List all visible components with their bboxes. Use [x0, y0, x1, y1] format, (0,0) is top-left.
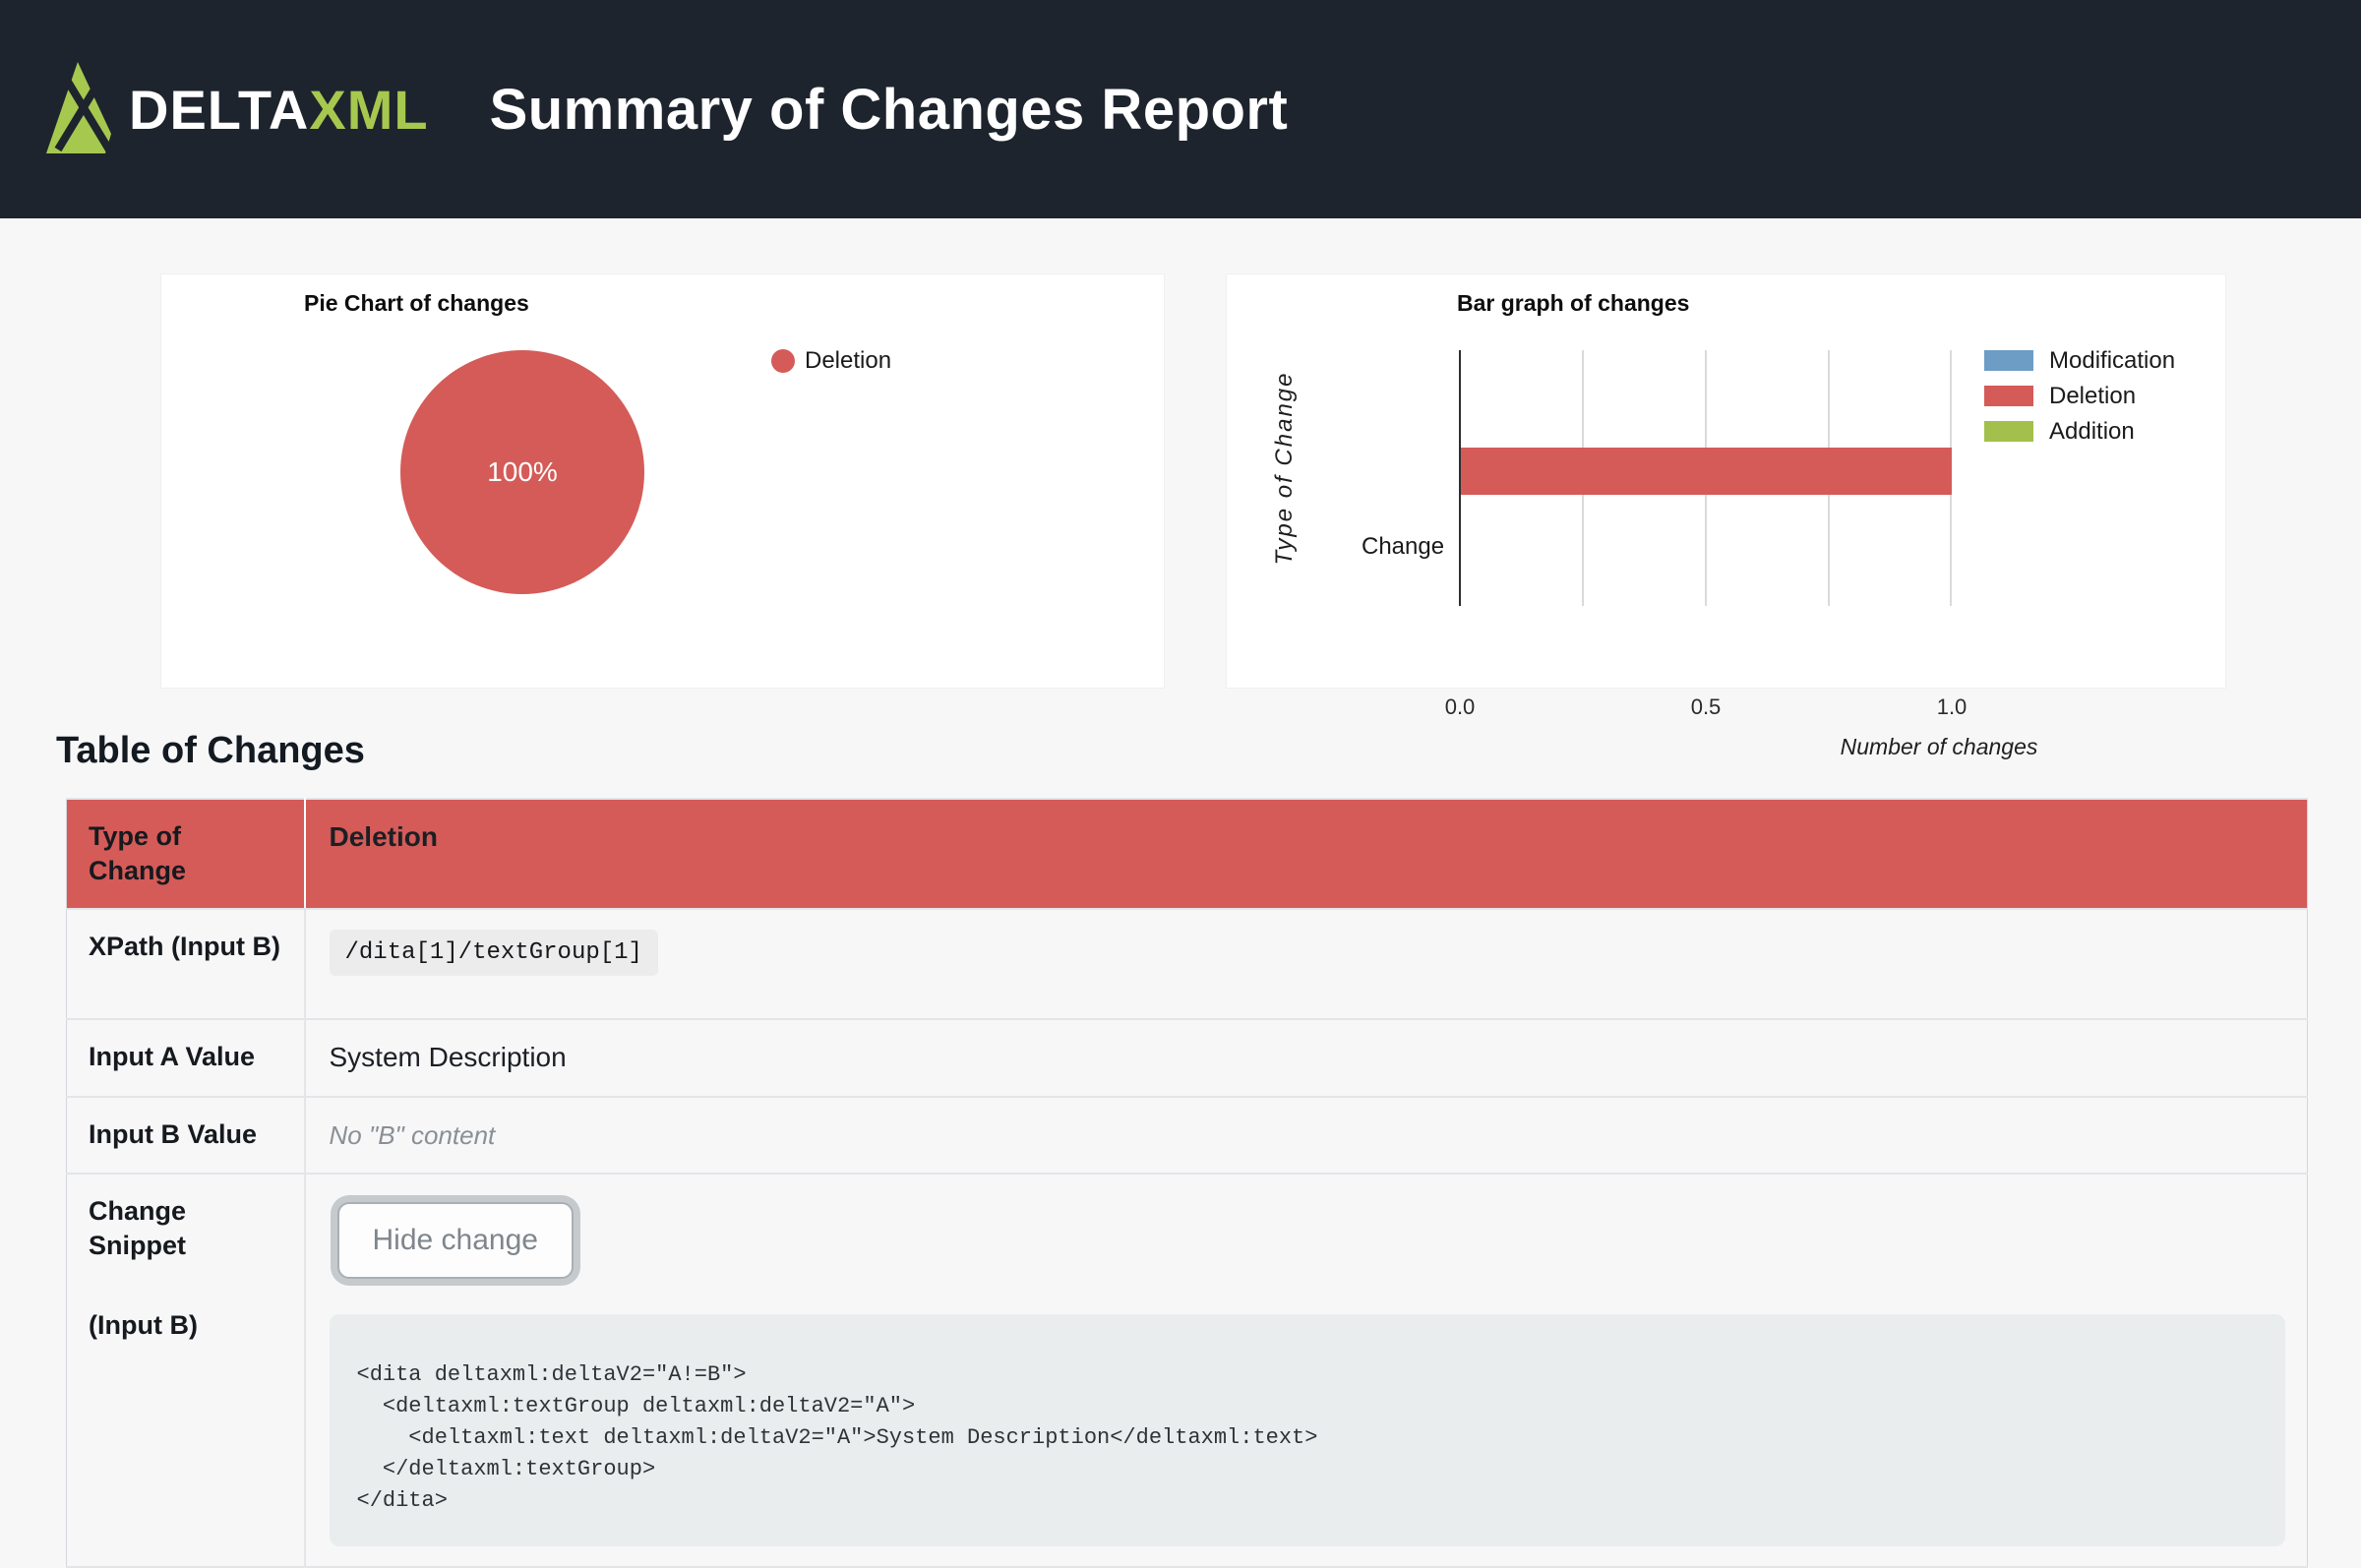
legend-swatch-modification	[1984, 350, 2033, 371]
x-tick-10: 1.0	[1936, 694, 1968, 719]
row-label-xpath: XPath (Input B)	[66, 908, 306, 1021]
category-label-change: Change	[1362, 533, 1445, 560]
input-b-label: (Input B)	[89, 1310, 198, 1341]
legend-row-deletion: Deletion	[1984, 383, 2175, 409]
page-title: Summary of Changes Report	[489, 77, 1289, 142]
row-value-xpath: /dita[1]/textGroup[1]	[304, 908, 2308, 1021]
row-value-input-b: No "B" content	[304, 1095, 2308, 1175]
bar-chart-plot-area: Change 0.0 0.5 1.0 Number of changes	[1362, 350, 2037, 759]
pie-chart-panel: Pie Chart of changes 100% Deletion	[160, 273, 1165, 689]
table-row-input-a: Input A Value System Description	[66, 1018, 2308, 1098]
bar-chart-panel: Bar graph of changes Type of Change Chan…	[1226, 273, 2226, 759]
x-tick-0: 0.0	[1444, 694, 1476, 719]
bar-deletion-change	[1461, 448, 1952, 495]
legend-label-deletion: Deletion	[805, 347, 892, 374]
row-value-deletion: Deletion	[304, 797, 2308, 911]
x-tick-05: 0.5	[1690, 694, 1722, 719]
pie-chart-title: Pie Chart of changes	[304, 290, 529, 316]
bar-chart-x-axis-label: Number of changes	[1840, 734, 2038, 759]
table-row-xpath: XPath (Input B) /dita[1]/textGroup[1]	[66, 908, 2308, 1021]
bar-chart-legend: Modification Deletion Addition	[1984, 347, 2175, 456]
legend-row-modification: Modification	[1984, 347, 2175, 374]
row-value-change-snippet: Hide change <dita deltaxml:deltaV2="A!=B…	[304, 1172, 2308, 1568]
row-label-input-b: Input B Value	[66, 1095, 306, 1175]
legend-label-deletion: Deletion	[2049, 382, 2137, 409]
table-row-type-of-change: Type of Change Deletion	[66, 797, 2308, 911]
table-row-input-b: Input B Value No "B" content	[66, 1095, 2308, 1175]
legend-swatch-deletion	[1984, 386, 2033, 406]
logo-wordmark: DELTAXML	[129, 78, 429, 142]
hide-change-button[interactable]: Hide change	[336, 1201, 574, 1279]
row-label-input-a: Input A Value	[66, 1018, 306, 1098]
bar-chart-y-axis-label: Type of Change	[1271, 371, 1298, 566]
row-label-change-snippet: Change Snippet (Input B)	[66, 1172, 306, 1568]
logo-xml-text: XML	[309, 78, 429, 141]
table-of-changes-heading: Table of Changes	[56, 730, 365, 771]
pie-slice-label: 100%	[487, 456, 558, 487]
xpath-code: /dita[1]/textGroup[1]	[329, 930, 658, 977]
no-b-content-text: No "B" content	[329, 1119, 496, 1150]
row-value-input-a: System Description	[304, 1018, 2308, 1098]
y-axis-line	[1459, 350, 1461, 606]
deltaxml-logo: DELTAXML	[44, 60, 429, 158]
pie-legend: Deletion	[771, 347, 891, 375]
bar-chart-title: Bar graph of changes	[1457, 290, 1690, 316]
charts-section: Pie Chart of changes 100% Deletion Bar g…	[160, 273, 2361, 759]
legend-swatch-addition	[1984, 421, 2033, 442]
app-header: DELTAXML Summary of Changes Report	[0, 0, 2361, 218]
legend-dot-deletion	[771, 349, 795, 373]
table-row-change-snippet: Change Snippet (Input B) Hide change <di…	[66, 1172, 2308, 1568]
report-body: Pie Chart of changes 100% Deletion Bar g…	[0, 273, 2361, 1568]
pie-chart: 100%	[400, 350, 644, 594]
deltaxml-triangle-icon	[46, 62, 114, 154]
changes-table: Type of Change Deletion XPath (Input B) …	[66, 797, 2308, 1568]
change-snippet-code: <dita deltaxml:deltaV2="A!=B"> <deltaxml…	[329, 1313, 2285, 1546]
legend-label-addition: Addition	[2049, 417, 2135, 445]
change-snippet-label: Change Snippet	[89, 1195, 187, 1261]
logo-delta-text: DELTA	[129, 78, 310, 141]
row-label-type-of-change: Type of Change	[66, 797, 306, 911]
legend-label-modification: Modification	[2049, 346, 2176, 374]
legend-row-addition: Addition	[1984, 418, 2175, 445]
